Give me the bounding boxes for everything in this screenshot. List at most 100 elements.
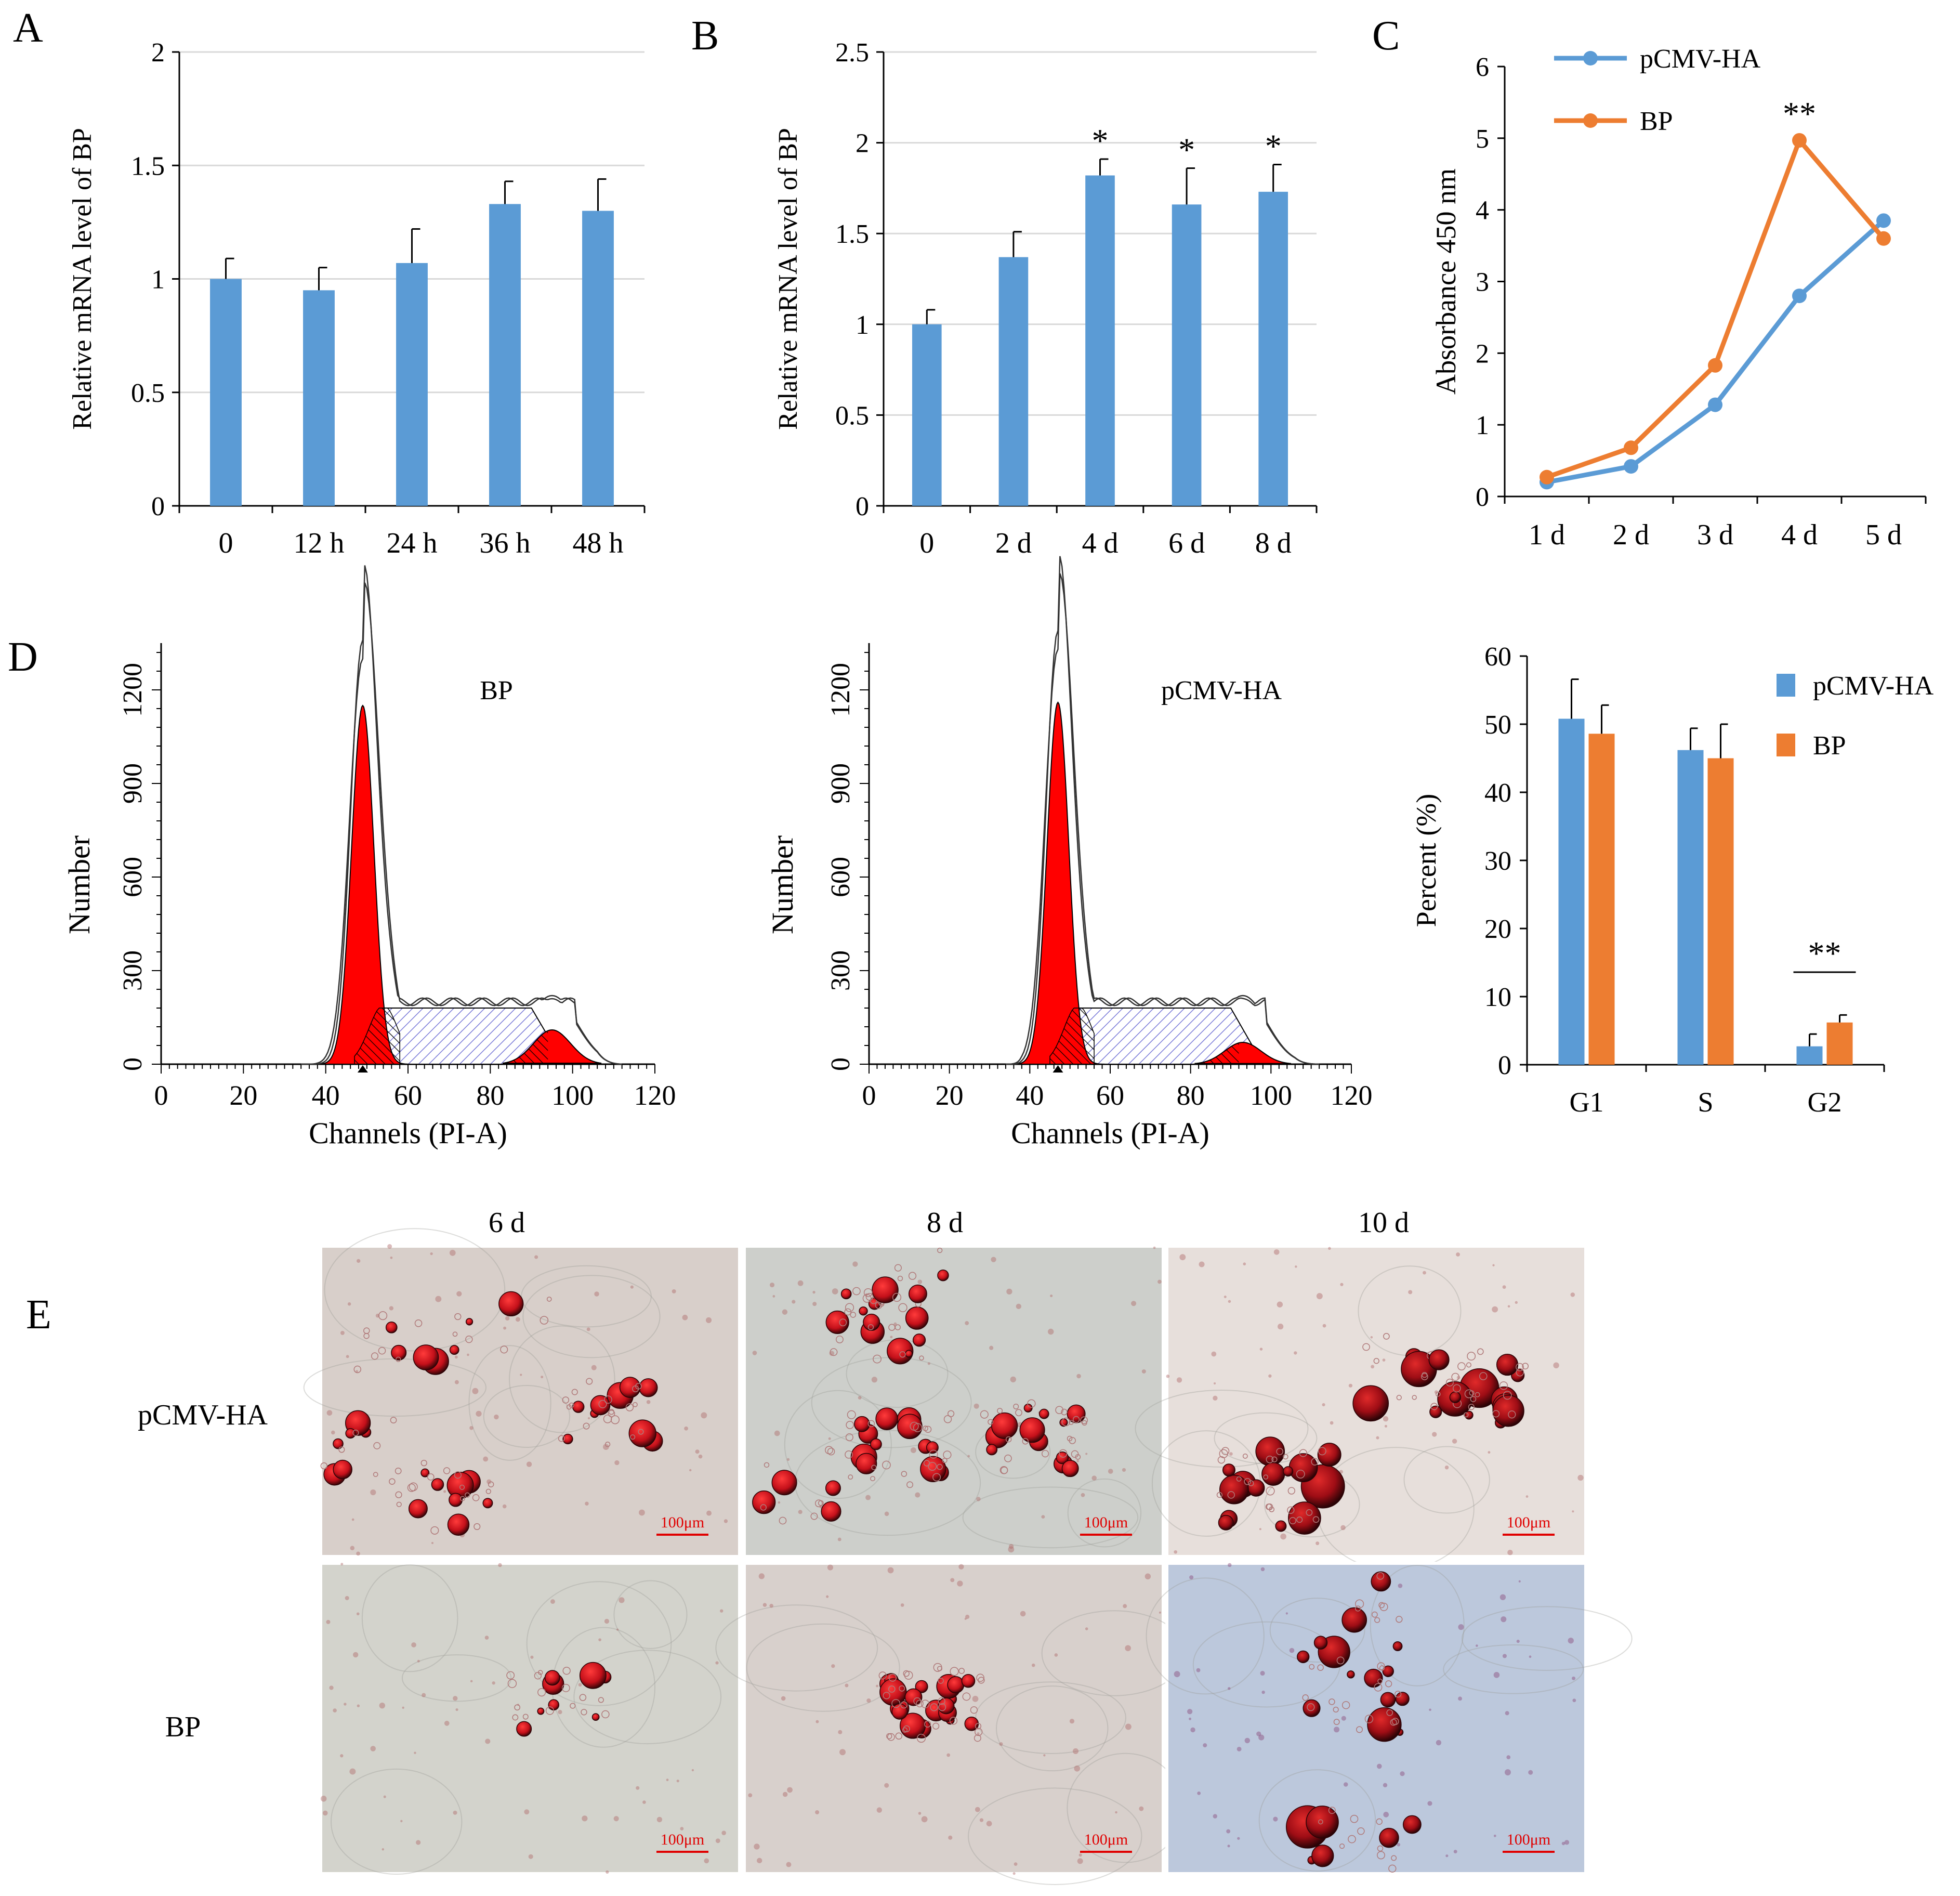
row-label-bp: BP — [165, 1711, 201, 1743]
speckle — [812, 1290, 815, 1294]
lipid-droplet — [548, 1699, 560, 1711]
speckle — [858, 1396, 862, 1400]
y-tick-label: 1 — [1476, 411, 1489, 440]
small-vesicle — [932, 1473, 941, 1482]
cell-outline — [1269, 1598, 1365, 1663]
speckle — [1383, 1416, 1389, 1422]
speckle — [1280, 1533, 1286, 1540]
small-vesicle — [1080, 1416, 1088, 1424]
small-vesicle — [1333, 1706, 1339, 1713]
small-vesicle — [598, 1400, 607, 1408]
small-vesicle — [882, 1460, 891, 1470]
speckle — [503, 1326, 507, 1330]
small-vesicle — [1269, 1506, 1275, 1512]
small-vesicle — [895, 1324, 901, 1330]
speckle — [1340, 1283, 1344, 1286]
speckle — [455, 1708, 458, 1711]
small-vesicle — [638, 1429, 644, 1435]
y-tick-label: 2.5 — [835, 38, 869, 68]
small-vesicle — [1242, 1453, 1248, 1459]
speckle — [865, 1495, 871, 1500]
speckle — [826, 1595, 829, 1598]
speckle — [918, 1812, 922, 1815]
small-vesicle — [1395, 1691, 1402, 1698]
speckle — [1488, 1451, 1491, 1454]
speckle — [1458, 1624, 1464, 1630]
speckle — [748, 1793, 753, 1798]
speckle — [344, 1703, 347, 1706]
x-tick-label: 40 — [1016, 1080, 1044, 1111]
y-axis-title: Number — [766, 835, 799, 934]
small-vesicle — [919, 1355, 924, 1361]
y-tick-label: 300 — [118, 950, 148, 991]
x-tick-label: 2 d — [1613, 519, 1649, 551]
speckle — [485, 1738, 491, 1744]
speckle — [656, 1816, 663, 1823]
speckle — [1224, 1296, 1227, 1299]
lipid-droplet — [859, 1306, 868, 1316]
speckle — [582, 1815, 588, 1822]
small-vesicle — [1289, 1517, 1297, 1525]
y-tick-label: 1200 — [118, 663, 148, 717]
speckle — [1153, 1246, 1156, 1249]
speckle — [890, 1336, 893, 1339]
y-axis-title: Relative mRNA level of BP — [68, 128, 97, 430]
cell-outline — [401, 1654, 512, 1702]
speckle — [976, 1497, 981, 1501]
speckle — [798, 1510, 803, 1514]
speckle — [1456, 1376, 1461, 1380]
speckle — [1285, 1612, 1288, 1615]
speckle — [839, 1749, 846, 1756]
speckle — [1515, 1301, 1518, 1304]
speckle — [382, 1848, 385, 1851]
speckle — [1383, 1812, 1389, 1817]
speckle — [541, 1376, 544, 1379]
speckle — [950, 1578, 955, 1583]
lipid-droplet — [449, 1345, 459, 1355]
small-vesicle — [625, 1403, 634, 1411]
small-vesicle — [603, 1415, 612, 1423]
speckle — [1348, 1383, 1353, 1388]
significance-marker: * — [1265, 128, 1282, 165]
small-vesicle — [937, 1247, 943, 1253]
small-vesicle — [1221, 1447, 1230, 1455]
small-vesicle — [1467, 1352, 1476, 1361]
speckle — [614, 1460, 620, 1466]
speckle — [1261, 1690, 1265, 1694]
speckle — [1294, 1351, 1297, 1355]
cell-outline — [784, 1390, 892, 1499]
speckle — [1072, 1748, 1079, 1754]
speckle — [1376, 1436, 1379, 1440]
speckle — [1423, 1271, 1426, 1275]
speckle — [443, 1490, 446, 1493]
speckle — [1561, 1841, 1566, 1846]
small-vesicle — [898, 1303, 907, 1313]
x-tick-label: 6 d — [1168, 527, 1205, 559]
lipid-droplet — [1496, 1353, 1519, 1376]
small-vesicle — [1356, 1726, 1363, 1733]
small-vesicle — [1362, 1343, 1370, 1351]
speckle — [1213, 1395, 1218, 1401]
speckle — [383, 1795, 386, 1798]
y-tick-label: 20 — [1484, 914, 1511, 944]
small-vesicle — [867, 1420, 875, 1428]
speckle — [619, 1597, 625, 1603]
panel-label-a: A — [13, 5, 43, 51]
small-vesicle — [1364, 1715, 1374, 1723]
lipid-droplet — [1313, 1636, 1328, 1650]
small-vesicle — [895, 1732, 903, 1740]
x-tick-label: 80 — [1177, 1080, 1205, 1111]
speckle — [322, 1810, 328, 1816]
small-vesicle — [562, 1667, 571, 1675]
micrograph-cell: 100μm — [303, 1228, 741, 1558]
small-vesicle — [852, 1287, 861, 1296]
speckle — [672, 1289, 676, 1293]
speckle — [1211, 1351, 1217, 1357]
small-vesicle — [928, 1462, 937, 1471]
y-tick-label: 0 — [856, 492, 869, 521]
speckle — [603, 1444, 609, 1450]
speckle — [1125, 1723, 1132, 1730]
speckle — [483, 1456, 489, 1462]
lipid-droplet — [413, 1344, 439, 1370]
x-tick-label: S — [1698, 1087, 1713, 1118]
